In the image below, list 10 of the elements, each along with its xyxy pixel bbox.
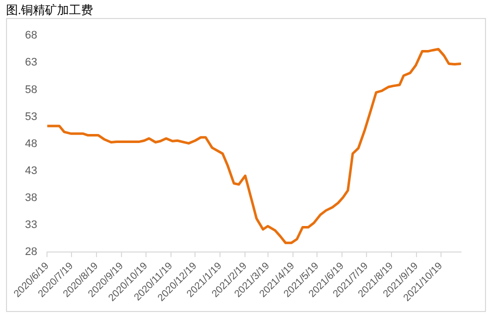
y-tick-label: 58	[24, 84, 38, 96]
y-tick-label: 43	[24, 164, 38, 177]
chart-title: 图.铜精矿加工费	[6, 2, 93, 19]
y-tick-label: 63	[24, 56, 38, 69]
y-tick-label: 68	[24, 30, 38, 42]
y-tick-label: 28	[24, 246, 38, 258]
y-tick-label: 33	[24, 219, 38, 232]
y-tick-label: 48	[24, 138, 38, 150]
y-tick-label: 38	[24, 192, 38, 204]
y-tick-label: 53	[24, 110, 38, 123]
